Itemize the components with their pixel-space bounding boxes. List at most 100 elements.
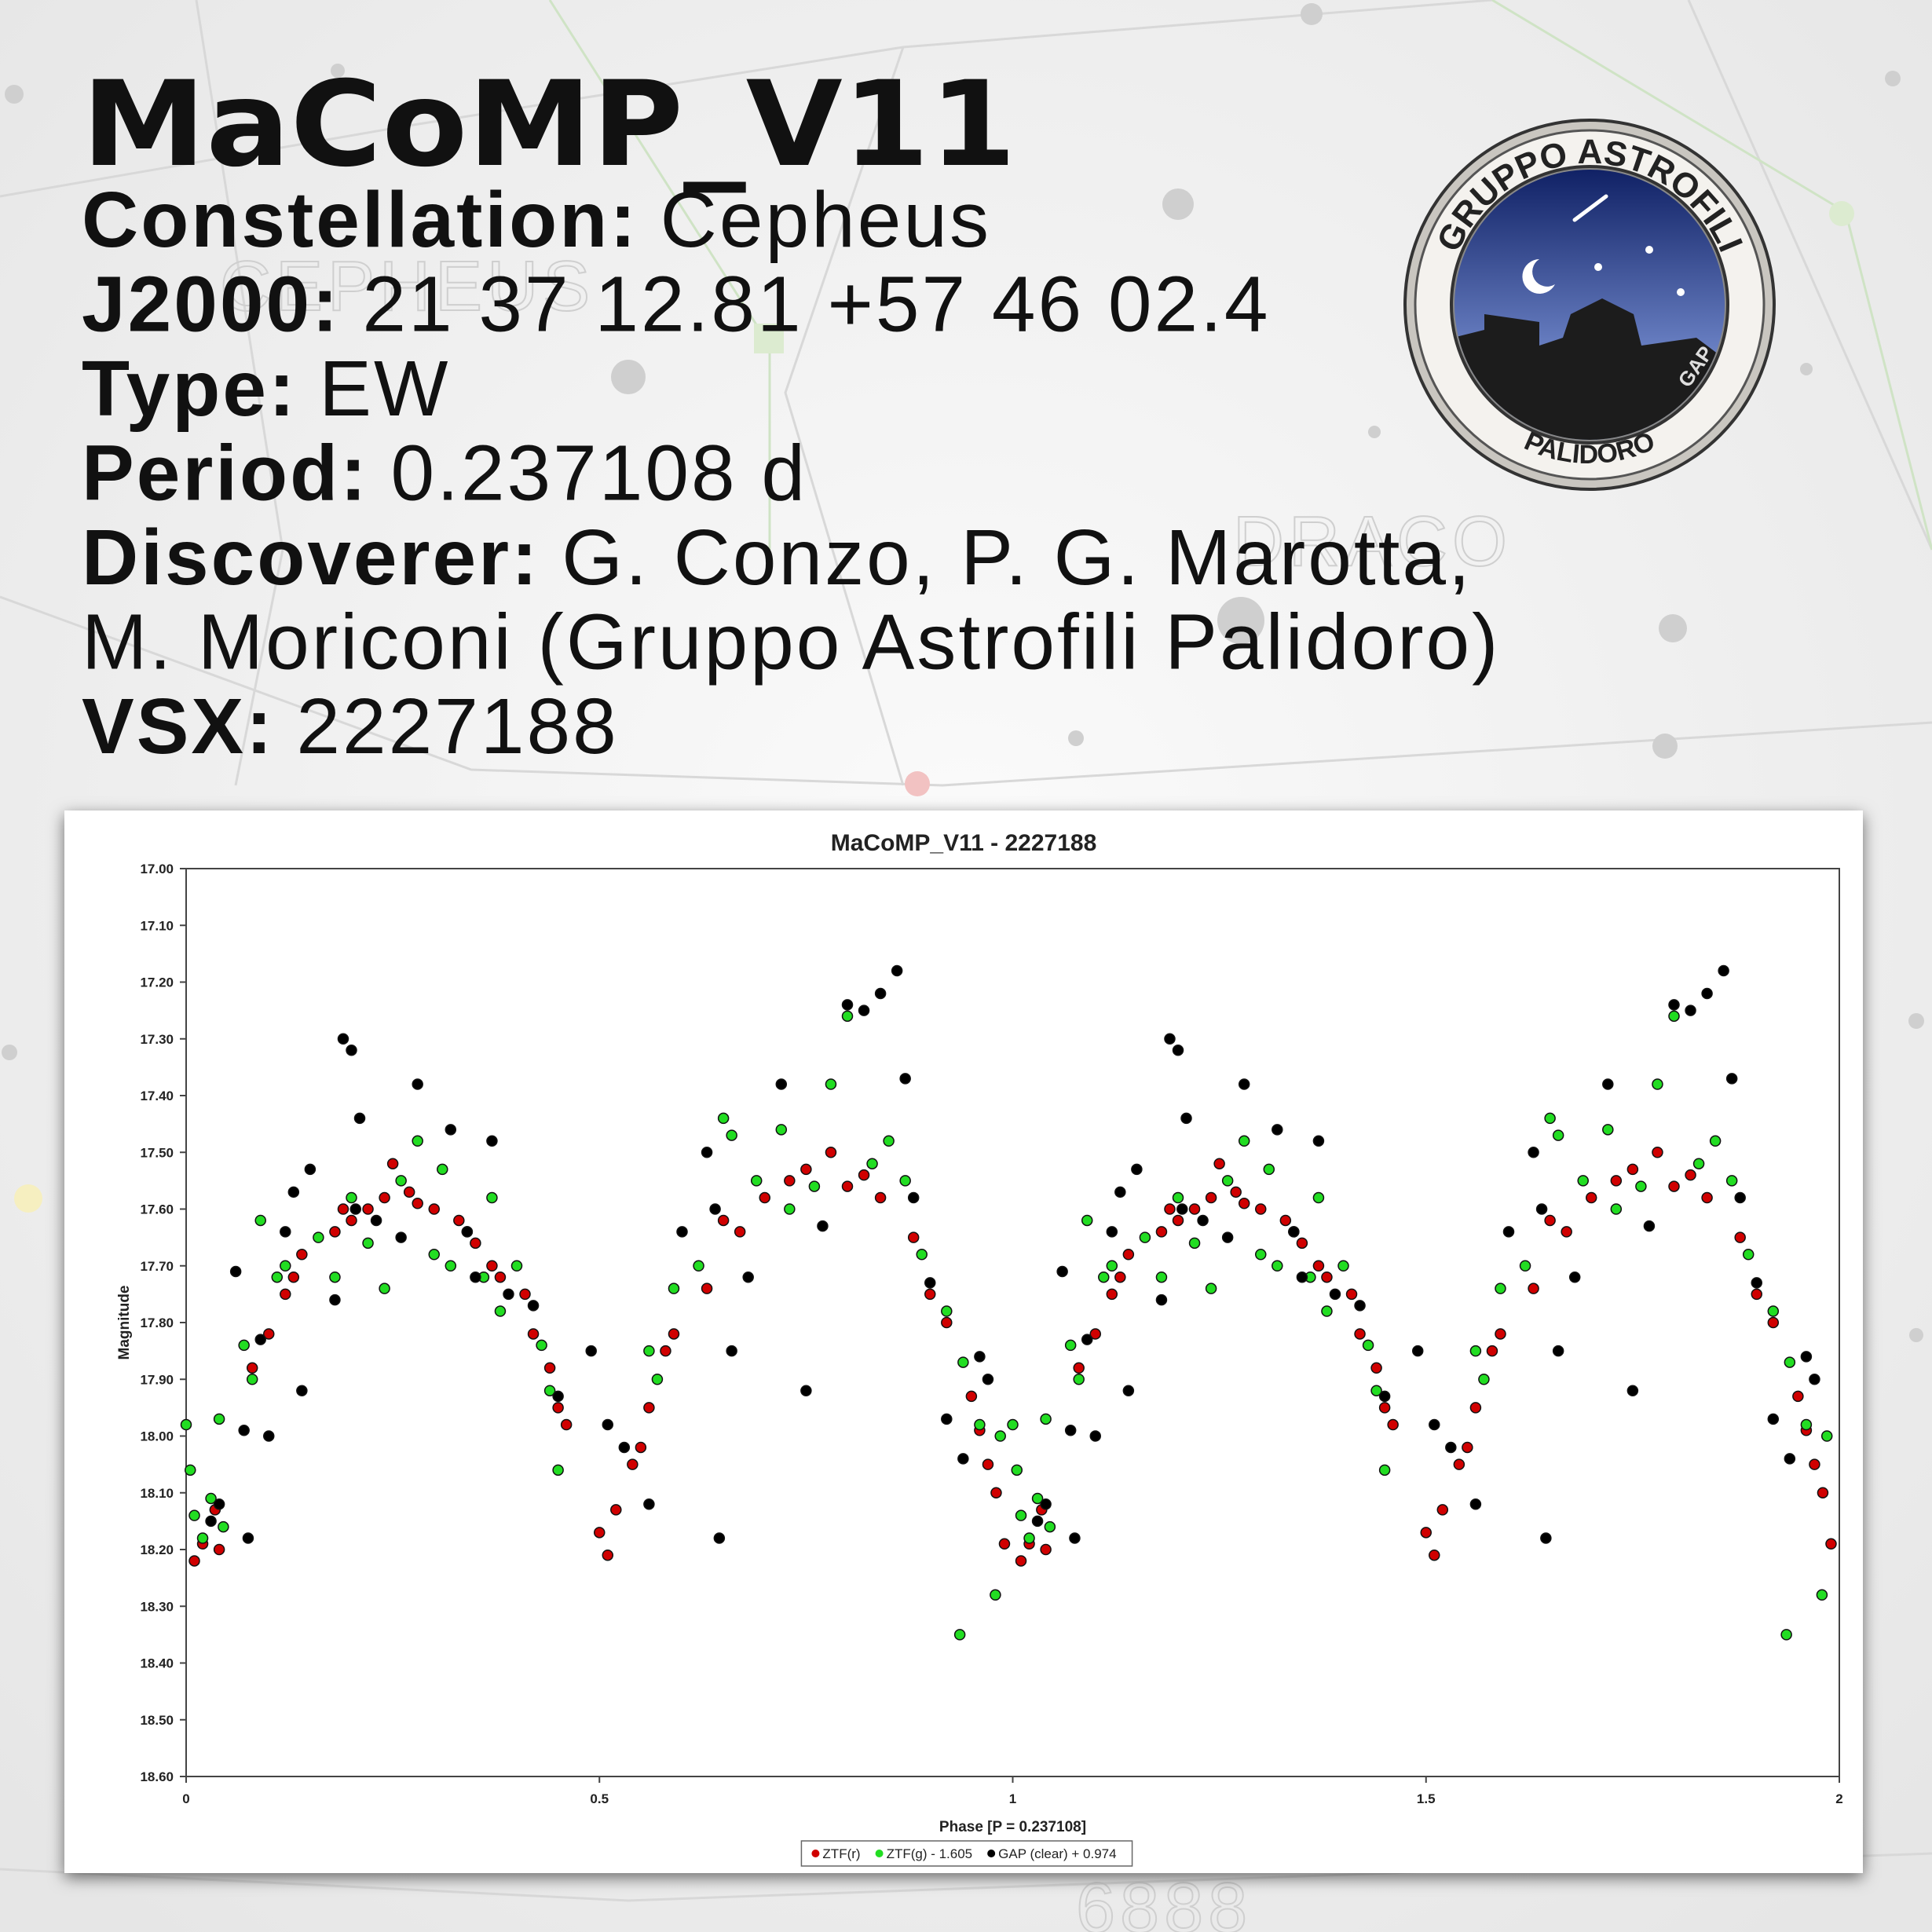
x-tick-label: 2 [1835,1791,1842,1806]
data-point [866,1158,878,1169]
y-tick-label: 17.60 [140,1202,174,1217]
info-line: Constellation: Cepheus [82,176,991,264]
data-point [717,1112,730,1125]
data-point [1015,1555,1027,1567]
data-point [185,1464,196,1476]
data-point [1354,1300,1366,1312]
data-point [1528,1147,1539,1158]
data-point [1106,1288,1118,1301]
data-point [1469,1402,1482,1414]
data-point [445,1124,457,1136]
data-point [486,1191,498,1204]
data-point [643,1402,655,1414]
legend: ZTF(r) ZTF(g) - 1.605 GAP (clear) + 0.974 [800,1840,1133,1867]
data-point [412,1198,423,1209]
data-point [874,987,887,1000]
data-point [1429,1418,1440,1431]
data-point [1205,1191,1217,1204]
data-point [1652,1147,1663,1158]
data-point [527,1300,540,1312]
data-point [676,1226,688,1238]
data-point [412,1078,423,1090]
data-point [982,1458,994,1470]
data-point [1685,1004,1696,1016]
data-point [825,1147,837,1158]
data-point [1734,1231,1746,1243]
data-point [1586,1191,1597,1204]
data-point [1221,1175,1234,1187]
data-point [891,964,903,977]
data-point [1540,1532,1552,1544]
data-point [461,1226,474,1238]
data-point [1213,1158,1225,1169]
y-tick-label: 18.20 [140,1542,174,1557]
data-point [1197,1214,1209,1227]
data-point [668,1283,680,1294]
data-point [437,1163,448,1176]
legend-label: GAP (clear) + 0.974 [998,1846,1116,1861]
y-tick-label: 17.00 [140,862,174,876]
data-point [800,1163,812,1176]
x-tick-label: 1.5 [1417,1791,1436,1806]
data-point [246,1362,258,1374]
data-point [1040,1413,1052,1425]
data-point [1188,1237,1201,1250]
data-point [651,1374,664,1385]
data-point [1429,1549,1440,1561]
data-point [1180,1112,1192,1125]
legend-marker [811,1850,820,1857]
x-tick-label: 1 [1009,1791,1016,1806]
data-point [974,1418,986,1431]
legend-box [800,1840,1133,1867]
data-point [1668,999,1680,1011]
data-point [1820,1430,1833,1442]
data-point [784,1175,796,1187]
data-point [379,1191,390,1204]
data-point [1172,1044,1184,1056]
data-point [1387,1418,1399,1431]
data-point [1172,1191,1184,1204]
data-point [304,1163,317,1176]
data-point [1784,1356,1796,1368]
data-point [998,1538,1011,1550]
data-point [263,1328,275,1340]
data-point [1817,1487,1829,1498]
y-tick-label: 18.00 [140,1429,174,1444]
data-point [841,1180,854,1192]
data-point [1106,1226,1118,1238]
data-point [349,1203,362,1215]
data-point [1188,1203,1201,1215]
data-point [1329,1288,1341,1301]
data-point [1626,1385,1639,1396]
data-point [1800,1351,1813,1363]
map-label: CEPHEUS [220,247,595,326]
y-tick-label: 17.80 [140,1315,174,1330]
map-stars [2,3,1924,1342]
data-point [1685,1169,1696,1181]
data-point [1742,1249,1755,1261]
data-point [453,1214,465,1227]
data-point [1643,1220,1656,1232]
y-tick-label: 18.60 [140,1769,174,1784]
data-point [883,1135,895,1147]
y-tick-label: 17.70 [140,1259,174,1274]
data-point [610,1504,622,1516]
data-point [990,1589,1001,1601]
data-point [188,1555,200,1567]
data-point [941,1305,953,1317]
data-point [1809,1458,1820,1470]
data-point [1122,1249,1135,1261]
info-value: G. Conzo, P. G. Marotta, [562,514,1473,602]
data-point [370,1214,382,1227]
data-point [1453,1458,1465,1470]
data-point [899,1175,911,1187]
data-point [750,1175,763,1187]
logo: GRUPPO ASTROFILI PALIDORO GAP [1403,119,1776,491]
data-point [1701,987,1713,1000]
data-point [1362,1339,1374,1352]
data-point [602,1418,614,1431]
data-point [205,1492,217,1505]
data-point [874,1191,887,1204]
data-point [560,1418,573,1431]
